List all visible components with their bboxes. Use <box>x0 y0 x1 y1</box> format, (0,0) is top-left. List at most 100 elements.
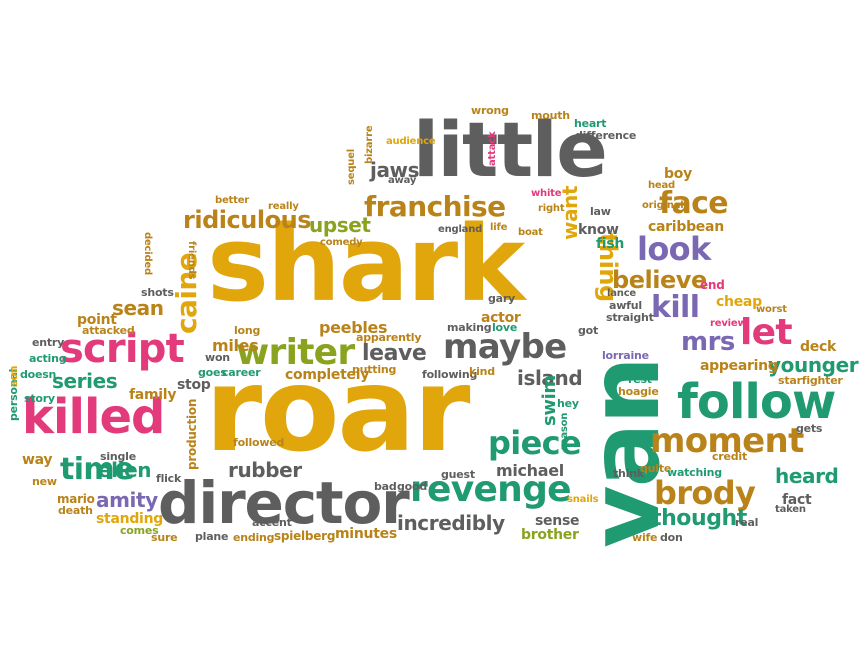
word-kill: kill <box>651 290 700 325</box>
word-comedy: comedy <box>320 237 363 248</box>
word-rest: rest <box>628 373 652 386</box>
word-way: way <box>22 452 53 468</box>
word-roar: roar <box>205 343 470 478</box>
word-brody: brody <box>654 474 756 512</box>
word-time: time <box>60 452 134 487</box>
word-decided: decided <box>142 232 153 275</box>
word-head: head <box>648 180 676 191</box>
word-sense: sense <box>535 513 580 529</box>
word-fact: fact <box>782 492 812 508</box>
word-island: island <box>517 366 583 390</box>
word-got: got <box>578 324 599 337</box>
word-shark: shark <box>207 203 525 325</box>
word-really: really <box>268 201 299 212</box>
word-accent: accent <box>252 516 292 529</box>
word-maybe: maybe <box>443 327 567 367</box>
word-attacked: attacked <box>82 324 135 337</box>
word-mario: mario <box>57 492 95 506</box>
word-friends: friends <box>186 241 197 280</box>
word-original: original <box>642 200 684 211</box>
word-reason: reason <box>559 412 570 450</box>
word-guest: guest <box>441 468 475 481</box>
word-review: review <box>710 318 747 329</box>
word-long: long <box>234 324 261 337</box>
word-hey: hey <box>557 397 579 410</box>
word-quite: quite <box>640 462 672 475</box>
word-kind: kind <box>469 365 495 378</box>
word-completely: completely <box>285 367 370 383</box>
word-shots: shots <box>141 286 174 299</box>
word-writer: writer <box>236 332 355 373</box>
word-sure: sure <box>151 531 178 544</box>
word-revenge: revenge <box>410 469 572 510</box>
word-death: death <box>58 504 93 517</box>
word-gets: gets <box>796 422 823 435</box>
word-rubber: rubber <box>228 458 302 482</box>
word-single: single <box>100 450 136 463</box>
word-cheap: cheap <box>716 294 762 310</box>
word-actor: actor <box>481 310 521 326</box>
word-won: won <box>205 351 230 364</box>
word-don: don <box>660 531 683 544</box>
word-audience: audience <box>386 136 436 147</box>
word-starfighter: starfighter <box>778 374 843 387</box>
word-flick: flick <box>156 472 182 485</box>
word-script: script <box>60 326 185 372</box>
word-difference: difference <box>575 129 637 142</box>
word-stop: stop <box>177 377 211 393</box>
word-standing: standing <box>96 511 164 527</box>
word-michael: michael <box>496 461 564 480</box>
word-think: think <box>613 467 644 480</box>
word-little: little <box>413 105 608 194</box>
word-entry: entry <box>32 336 65 349</box>
word-lorraine: lorraine <box>602 349 649 362</box>
word-series: series <box>52 369 118 393</box>
word-heart: heart <box>574 117 607 130</box>
word-heard: heard <box>775 464 839 488</box>
word-new: new <box>32 475 57 488</box>
word-spielberg: spielberg <box>274 529 336 543</box>
word-moment: moment <box>650 421 804 461</box>
word-law: law <box>590 205 611 218</box>
word-wife: wife <box>632 531 658 544</box>
word-piece: piece <box>488 424 582 462</box>
word-england: england <box>438 224 483 235</box>
word-acting: acting <box>29 352 67 365</box>
word-ellen: ellen <box>98 458 152 482</box>
word-appearing: appearing <box>700 358 778 374</box>
word-goes: goes <box>198 366 227 379</box>
word-jaws: jaws <box>370 158 420 182</box>
word-attack: attack <box>487 131 498 166</box>
word-good: good <box>397 480 427 493</box>
word-family: family <box>129 387 177 403</box>
word-apparently: apparently <box>356 331 422 344</box>
word-boy: boy <box>664 166 692 182</box>
word-career: career <box>222 366 261 379</box>
word-white: white <box>531 188 562 199</box>
word-awful: awful <box>609 299 642 312</box>
word-snails: snails <box>567 494 599 505</box>
word-wrong: wrong <box>471 104 509 117</box>
word-follow: follow <box>677 374 836 430</box>
word-credit: credit <box>712 450 747 463</box>
word-incredibly: incredibly <box>397 511 505 535</box>
word-son: son <box>7 365 20 387</box>
word-ending: ending <box>233 531 275 544</box>
word-making: making <box>447 321 492 334</box>
word-point: point <box>77 312 117 328</box>
word-doesn: doesn <box>20 368 57 381</box>
word-watching: watching <box>667 466 722 479</box>
word-know: know <box>578 222 619 238</box>
word-killed: killed <box>22 389 165 445</box>
word-gary: gary <box>488 292 516 305</box>
word-production: production <box>185 398 199 470</box>
word-ridiculous: ridiculous <box>183 206 312 234</box>
word-peebles: peebles <box>319 318 388 337</box>
word-followed: followed <box>233 436 285 449</box>
word-younger: younger <box>768 353 859 377</box>
word-life: life <box>490 222 508 233</box>
word-face: face <box>659 186 729 221</box>
word-straight: straight <box>606 311 654 324</box>
word-franchise: franchise <box>364 190 506 223</box>
